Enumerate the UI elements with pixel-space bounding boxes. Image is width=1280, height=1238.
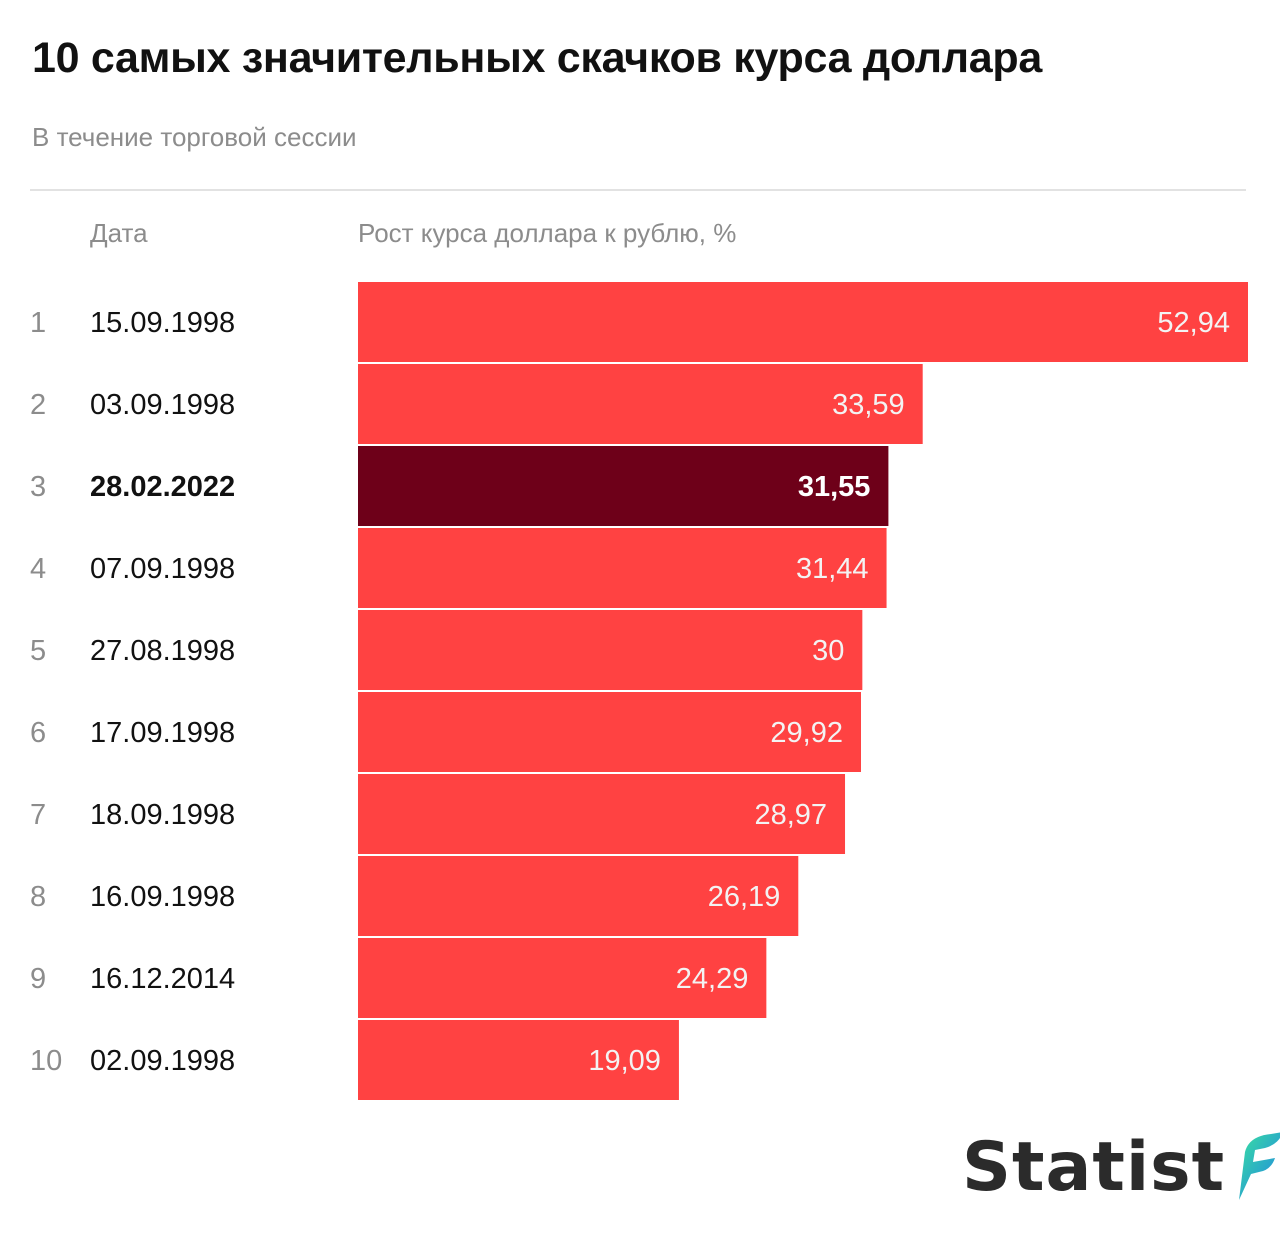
value-label: 31,44 bbox=[796, 553, 869, 585]
value-label: 26,19 bbox=[708, 881, 781, 913]
date-label: 15.09.1998 bbox=[90, 307, 235, 339]
value-label: 29,92 bbox=[770, 717, 843, 749]
bar bbox=[358, 1020, 679, 1100]
rank-label: 8 bbox=[30, 881, 46, 913]
bar bbox=[358, 364, 923, 444]
statist-logo: Statist bbox=[962, 1130, 1280, 1206]
rank-label: 4 bbox=[30, 553, 46, 585]
bar bbox=[358, 610, 863, 690]
rank-label: 6 bbox=[30, 717, 46, 749]
value-label: 52,94 bbox=[1157, 307, 1230, 339]
value-label: 30 bbox=[812, 635, 844, 667]
highlighted-bar bbox=[358, 446, 889, 526]
rank-label: 10 bbox=[30, 1045, 62, 1077]
chart-title: 10 самых значительных скачков курса долл… bbox=[32, 34, 1042, 82]
rank-label: 1 bbox=[30, 307, 46, 339]
value-label: 33,59 bbox=[832, 389, 905, 421]
date-label: 27.08.1998 bbox=[90, 635, 235, 667]
date-label: 16.12.2014 bbox=[90, 963, 235, 995]
statist-leaf-logo-icon bbox=[1239, 1132, 1280, 1200]
bar bbox=[358, 774, 846, 854]
date-label: 16.09.1998 bbox=[90, 881, 235, 913]
date-label: 03.09.1998 bbox=[90, 389, 235, 421]
bar bbox=[358, 528, 887, 608]
rank-label: 7 bbox=[30, 799, 46, 831]
header-divider bbox=[30, 189, 1246, 191]
rank-label: 5 bbox=[30, 635, 46, 667]
rank-label: 2 bbox=[30, 389, 46, 421]
bar bbox=[358, 938, 767, 1018]
date-label: 17.09.1998 bbox=[90, 717, 235, 749]
date-label: 02.09.1998 bbox=[90, 1045, 235, 1077]
chart-subtitle: В течение торговой сессии bbox=[32, 122, 357, 152]
value-label: 28,97 bbox=[754, 799, 827, 831]
date-label: 18.09.1998 bbox=[90, 799, 235, 831]
rank-label: 3 bbox=[30, 471, 46, 503]
bar bbox=[358, 282, 1248, 362]
bar bbox=[358, 856, 799, 936]
value-column-header: Рост курса доллара к рублю, % bbox=[358, 218, 737, 248]
rank-label: 9 bbox=[30, 963, 46, 995]
value-label: 24,29 bbox=[676, 963, 749, 995]
date-label: 07.09.1998 bbox=[90, 553, 235, 585]
date-column-header: Дата bbox=[90, 218, 148, 248]
value-label: 19,09 bbox=[588, 1045, 661, 1077]
value-label: 31,55 bbox=[798, 471, 871, 503]
bar bbox=[358, 692, 861, 772]
logo-text: Statist bbox=[962, 1128, 1226, 1207]
date-label: 28.02.2022 bbox=[90, 471, 235, 503]
